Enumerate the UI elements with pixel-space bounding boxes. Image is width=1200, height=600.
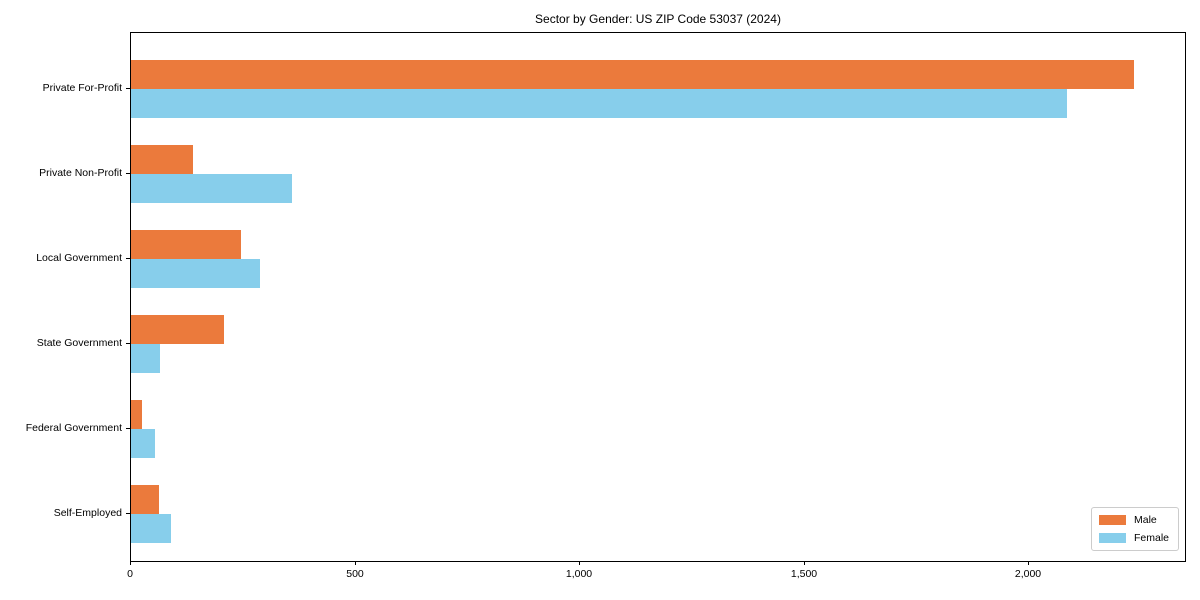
y-axis-tick [126,173,130,174]
y-axis-tick [126,428,130,429]
y-axis-label-private-non-profit: Private Non-Profit [39,167,122,179]
y-axis-label-local-government: Local Government [36,252,122,264]
bar-female-self-employed [131,514,171,543]
bar-female-local-government [131,259,260,288]
x-axis-tick [579,561,580,565]
plot-area: Male Female [130,32,1186,562]
y-axis-tick [126,343,130,344]
y-axis-label-state-government: State Government [36,337,122,349]
y-axis-tick [126,258,130,259]
legend-label-male: Male [1133,514,1157,526]
y-axis-tick [126,88,130,89]
y-axis-label-federal-government: Federal Government [25,422,122,434]
bar-female-federal-government [131,429,155,458]
bar-male-self-employed [131,485,159,514]
bar-female-state-government [131,344,160,373]
bar-male-federal-government [131,400,142,429]
legend-entry-female: Female [1098,532,1169,544]
x-axis-tick-label: 0 [127,568,133,580]
legend: Male Female [1090,507,1179,551]
chart-title: Sector by Gender: US ZIP Code 53037 (202… [535,12,781,26]
bar-male-state-government [131,315,224,344]
x-axis-tick [130,561,131,565]
x-axis-tick-label: 1,500 [790,568,818,580]
bar-female-private-non-profit [131,174,292,203]
bar-male-private-non-profit [131,145,193,174]
x-axis-tick [804,561,805,565]
legend-label-female: Female [1133,532,1169,544]
x-axis-tick-label: 500 [346,568,364,580]
y-axis-label-self-employed: Self-Employed [53,507,122,519]
legend-swatch-male [1098,515,1126,525]
y-axis-label-private-for-profit: Private For-Profit [42,82,122,94]
x-axis-tick [1028,561,1029,565]
bar-male-local-government [131,230,241,259]
bar-male-private-for-profit [131,60,1134,89]
bar-female-private-for-profit [131,89,1067,118]
x-axis-tick-label: 2,000 [1014,568,1042,580]
y-axis-tick [126,513,130,514]
legend-swatch-female [1098,533,1126,543]
x-axis-tick [355,561,356,565]
x-axis-tick-label: 1,000 [565,568,593,580]
legend-entry-male: Male [1098,514,1169,526]
